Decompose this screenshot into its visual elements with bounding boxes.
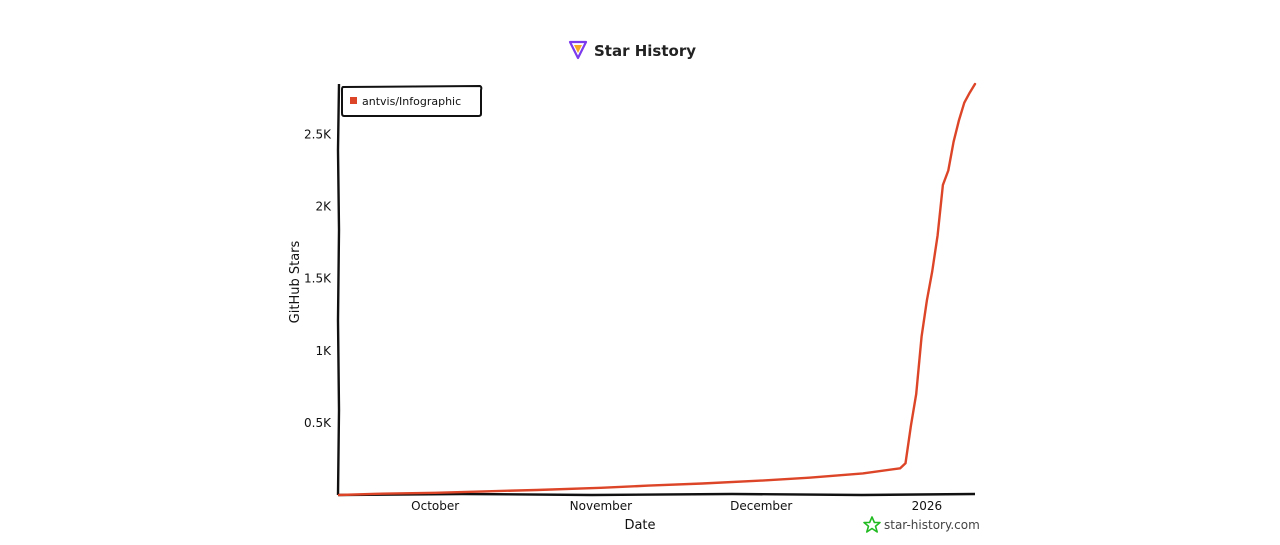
y-axis-label: GitHub Stars: [288, 240, 303, 323]
x-tick-labels: October November December 2026: [411, 499, 942, 513]
x-tick-label: November: [570, 499, 632, 513]
x-axis-label: Date: [624, 518, 655, 533]
series-line: [337, 82, 977, 497]
y-tick-labels: 0.5K 1K 1.5K 2K 2.5K: [304, 127, 332, 429]
star-history-chart: Star History Date GitHub Stars 0.5K 1K 1.5…: [288, 40, 980, 533]
star-history-logo-icon: [568, 40, 588, 60]
x-tick-label: 2026: [912, 499, 943, 513]
chart-title: Star History: [594, 42, 696, 60]
x-tick-label: December: [730, 499, 792, 513]
chart-card: Star History Date GitHub Stars 0.5K 1K 1.5…: [262, 0, 1018, 545]
star-icon: [863, 516, 881, 533]
legend-swatch: [350, 97, 357, 104]
legend-box: [341, 84, 483, 117]
y-tick-label: 0.5K: [304, 416, 332, 430]
legend-label: antvis/Infographic: [362, 95, 461, 108]
legend: antvis/Infographic: [341, 84, 483, 117]
y-tick-label: 2K: [315, 200, 332, 214]
watermark[interactable]: star-history.com: [863, 516, 980, 533]
y-axis-line: [336, 83, 341, 496]
x-tick-label: October: [411, 499, 459, 513]
y-tick-label: 1K: [315, 344, 332, 358]
chart-title-group: Star History: [568, 40, 696, 60]
series-layer: [337, 82, 977, 497]
y-tick-label: 2.5K: [304, 127, 332, 141]
watermark-text[interactable]: star-history.com: [884, 518, 980, 532]
y-tick-label: 1.5K: [304, 272, 332, 286]
x-axis-line: [337, 492, 976, 497]
